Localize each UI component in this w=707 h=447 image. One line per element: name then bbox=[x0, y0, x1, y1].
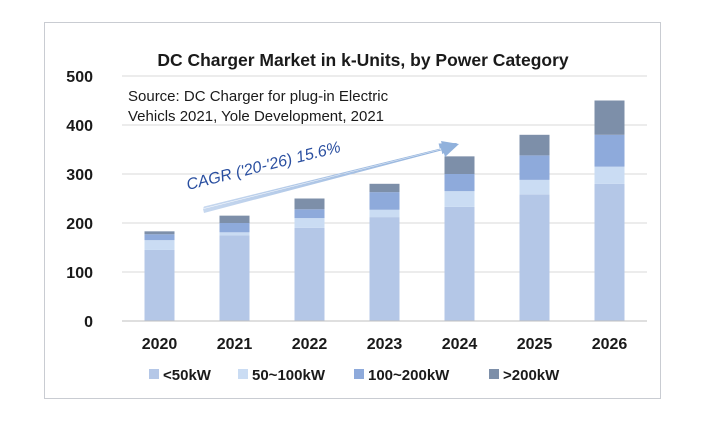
legend-swatch bbox=[354, 369, 364, 379]
legend-label: 100~200kW bbox=[368, 367, 450, 384]
bar-segment bbox=[294, 227, 325, 321]
bar-segment bbox=[444, 156, 475, 174]
y-tick-label: 100 bbox=[66, 265, 93, 282]
bar-segment bbox=[369, 209, 400, 218]
legend-label: >200kW bbox=[503, 367, 560, 384]
gridlines bbox=[122, 75, 647, 273]
x-tick-label: 2024 bbox=[442, 336, 478, 353]
bar-segment bbox=[369, 192, 400, 210]
x-tick-label: 2023 bbox=[367, 336, 403, 353]
bar-segment bbox=[144, 234, 175, 241]
bar-segment bbox=[444, 206, 475, 321]
bar-segment bbox=[219, 235, 250, 321]
y-tick-label: 500 bbox=[66, 69, 93, 86]
bar-segment bbox=[144, 240, 175, 250]
bar-segment bbox=[594, 166, 625, 184]
bar-segment bbox=[369, 183, 400, 193]
bar-segment bbox=[294, 218, 325, 228]
chart: DC Charger Market in k-Units, by Power C… bbox=[66, 50, 647, 384]
legend-label: <50kW bbox=[163, 367, 212, 384]
cagr-arrow bbox=[203, 141, 459, 213]
bar-segment bbox=[219, 215, 250, 223]
bar-segment bbox=[594, 100, 625, 135]
bar-segment bbox=[444, 191, 475, 207]
x-tick-label: 2022 bbox=[292, 336, 328, 353]
bar-segment bbox=[594, 134, 625, 167]
bar-segment bbox=[594, 183, 625, 321]
bar-segment bbox=[219, 232, 250, 236]
bars bbox=[144, 100, 625, 321]
bar-segment bbox=[219, 223, 250, 233]
cagr-label: CAGR ('20-'26) 15.6% bbox=[185, 139, 343, 194]
x-tick-label: 2020 bbox=[142, 336, 178, 353]
legend-swatch bbox=[489, 369, 499, 379]
bar-segment bbox=[444, 174, 475, 192]
x-tick-label: 2021 bbox=[217, 336, 253, 353]
chart-frame: DC Charger Market in k-Units, by Power C… bbox=[44, 22, 661, 399]
bar-segment bbox=[294, 209, 325, 219]
chart-title: DC Charger Market in k-Units, by Power C… bbox=[157, 50, 569, 70]
legend-label: 50~100kW bbox=[252, 367, 326, 384]
bar-segment bbox=[369, 217, 400, 321]
bar-segment bbox=[144, 249, 175, 321]
bar-segment bbox=[519, 194, 550, 321]
bar-segment bbox=[144, 231, 175, 235]
x-tick-label: 2026 bbox=[592, 336, 628, 353]
x-axis: 2020 2021 2022 2023 2024 2025 2026 bbox=[142, 336, 628, 353]
source-annotation-line-1: Source: DC Charger for plug-in Electric bbox=[128, 88, 389, 105]
legend: <50kW 50~100kW 100~200kW >200kW bbox=[149, 367, 560, 384]
y-tick-label: 300 bbox=[66, 167, 93, 184]
x-tick-label: 2025 bbox=[517, 336, 553, 353]
bar-segment bbox=[519, 155, 550, 180]
bar-segment bbox=[519, 179, 550, 195]
y-tick-label: 0 bbox=[84, 314, 93, 331]
legend-swatch bbox=[238, 369, 248, 379]
y-tick-label: 400 bbox=[66, 118, 93, 135]
bar-segment bbox=[294, 198, 325, 210]
bar-segment bbox=[519, 134, 550, 156]
y-axis: 0 100 200 300 400 500 bbox=[66, 69, 93, 331]
source-annotation-line-2: Vehicls 2021, Yole Development, 2021 bbox=[128, 108, 384, 125]
legend-swatch bbox=[149, 369, 159, 379]
y-tick-label: 200 bbox=[66, 216, 93, 233]
